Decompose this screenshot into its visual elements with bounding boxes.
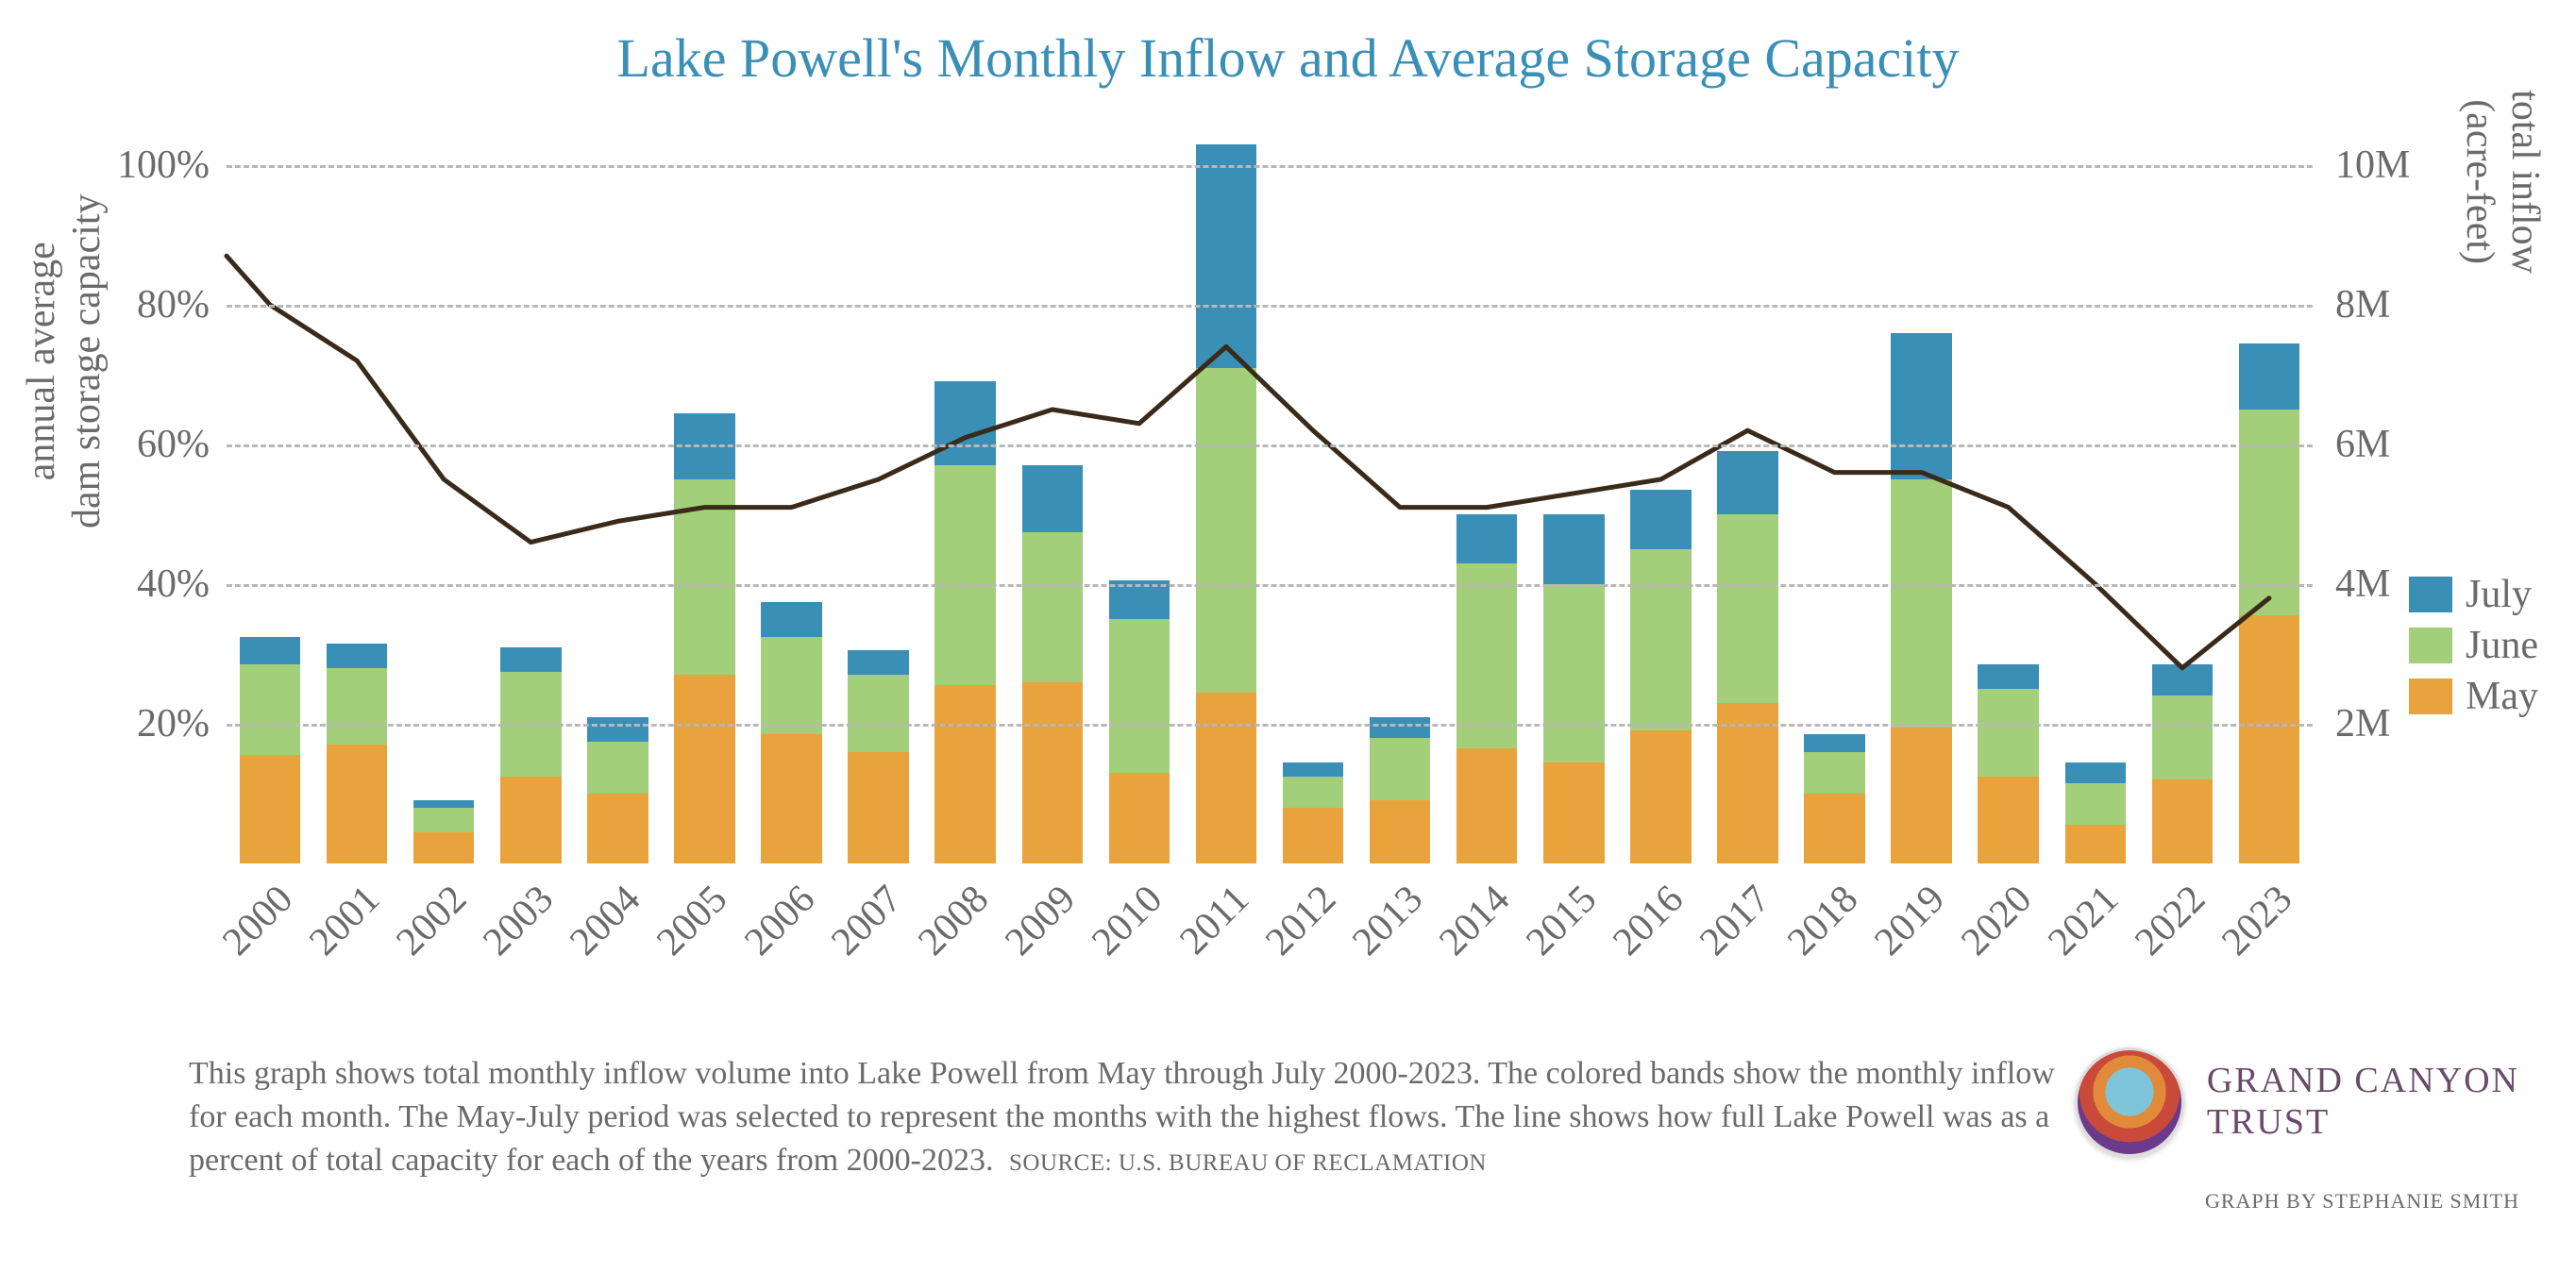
logo-text: GRAND CANYON TRUST	[2207, 1061, 2519, 1143]
x-tick-label: 2008	[909, 877, 997, 964]
x-tick-label: 2021	[2039, 877, 2127, 964]
legend-swatch	[2409, 577, 2452, 612]
x-tick-label: 2002	[388, 877, 476, 964]
legend-swatch	[2409, 678, 2452, 714]
source-text: SOURCE: U.S. BUREAU OF RECLAMATION	[1009, 1150, 1487, 1176]
x-tick-label: 2010	[1083, 877, 1170, 964]
gridline	[227, 584, 2313, 587]
x-tick-label: 2001	[301, 877, 389, 964]
legend-item-may: May	[2409, 674, 2538, 719]
y-right-tick: 8M	[2335, 282, 2390, 327]
x-tick-label: 2011	[1171, 877, 1258, 963]
x-tick-label: 2019	[1865, 877, 1953, 964]
logo-line2: TRUST	[2207, 1102, 2519, 1144]
gridline	[227, 165, 2313, 168]
x-tick-label: 2003	[475, 877, 563, 964]
x-tick-label: 2005	[648, 877, 736, 964]
x-tick-label: 2000	[214, 877, 302, 964]
x-tick-label: 2013	[1344, 877, 1432, 964]
x-tick-label: 2014	[1431, 877, 1519, 964]
plot-area: 2000200120022003200420052006200720082009…	[227, 165, 2313, 863]
x-tick-label: 2016	[1605, 877, 1692, 964]
x-tick-label: 2017	[1692, 877, 1779, 964]
gridline	[227, 305, 2313, 308]
legend-label: May	[2466, 674, 2538, 719]
x-tick-label: 2015	[1518, 877, 1606, 964]
legend-item-july: July	[2409, 572, 2538, 617]
y-left-tick: 100%	[117, 142, 210, 188]
y-right-axis-label: total inflow (acre-feet)	[2456, 90, 2548, 274]
logo: GRAND CANYON TRUST	[2075, 1047, 2519, 1157]
credit: GRAPH BY STEPHANIE SMITH	[2205, 1189, 2519, 1214]
logo-line1: GRAND CANYON	[2207, 1061, 2519, 1102]
y-left-tick: 80%	[137, 282, 210, 327]
x-tick-label: 2020	[1952, 877, 2040, 964]
legend: July June May	[2409, 566, 2538, 725]
gridline	[227, 724, 2313, 727]
y-left-tick: 20%	[137, 701, 210, 746]
caption: This graph shows total monthly inflow vo…	[189, 1052, 2077, 1182]
storage-line-path	[227, 256, 2269, 668]
y-right-tick: 2M	[2335, 701, 2390, 746]
x-tick-label: 2006	[735, 877, 823, 964]
y-right-tick: 4M	[2335, 561, 2390, 607]
x-tick-label: 2018	[1778, 877, 1866, 964]
x-tick-label: 2009	[996, 877, 1084, 964]
y-left-axis-label: annual average dam storage capacity	[19, 194, 110, 529]
chart-title: Lake Powell's Monthly Inflow and Average…	[0, 26, 2576, 90]
x-tick-label: 2007	[822, 877, 910, 964]
gridline	[227, 444, 2313, 447]
x-tick-label: 2012	[1257, 877, 1345, 964]
y-left-tick: 40%	[137, 561, 210, 607]
logo-icon	[2075, 1047, 2184, 1157]
legend-label: June	[2466, 623, 2538, 668]
y-right-tick: 6M	[2335, 422, 2390, 467]
y-left-tick: 60%	[137, 422, 210, 467]
legend-item-june: June	[2409, 623, 2538, 668]
storage-line	[227, 165, 2313, 863]
x-tick-label: 2022	[2126, 877, 2214, 964]
x-tick-label: 2023	[2214, 877, 2301, 964]
legend-swatch	[2409, 628, 2452, 663]
y-right-tick: 10M	[2335, 142, 2410, 188]
legend-label: July	[2466, 572, 2532, 617]
x-tick-label: 2004	[562, 877, 649, 964]
